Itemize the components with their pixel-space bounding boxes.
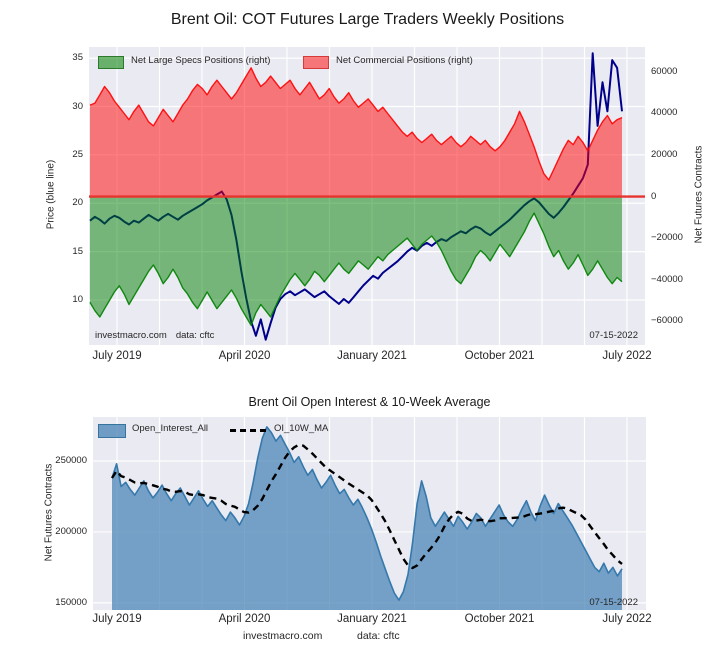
ma-line-legend-sample — [230, 429, 266, 432]
y-tick-label: 20 — [72, 197, 83, 209]
x-tick-label: January 2021 — [337, 613, 407, 625]
y-tick-label: 0 — [651, 190, 657, 202]
top-chart-left-axis-label: Price (blue line) — [45, 159, 57, 230]
y-tick-label: 30 — [72, 100, 83, 112]
top-chart-right-axis-label: Net Futures Contracts — [693, 145, 705, 244]
top-chart-date-label: 07-15-2022 — [589, 330, 638, 341]
x-tick-label: January 2021 — [337, 350, 407, 362]
y-tick-label: 20000 — [651, 148, 678, 160]
y-tick-label: 60000 — [651, 65, 678, 77]
bottom-chart-date-label: 07-15-2022 — [589, 597, 638, 608]
y-tick-label: −60000 — [651, 315, 683, 327]
ma-legend-label: OI_10W_MA — [274, 423, 329, 434]
y-tick-label: 15 — [72, 245, 83, 257]
specs-legend-label: Net Large Specs Positions (right) — [131, 55, 271, 66]
specs-legend-swatch — [98, 56, 124, 69]
footer-site: investmacro.com — [243, 630, 323, 642]
top-chart-title: Brent Oil: COT Futures Large Traders Wee… — [170, 11, 565, 28]
y-tick-label: 35 — [72, 52, 83, 64]
y-tick-label: 25 — [72, 148, 83, 160]
y-tick-label: 40000 — [651, 107, 678, 119]
x-tick-label: April 2020 — [218, 350, 271, 362]
y-tick-label: 200000 — [55, 525, 87, 537]
open-interest-legend-label: Open_Interest_All — [132, 423, 209, 434]
x-tick-label: July 2019 — [92, 350, 142, 362]
watermark-site: investmacro.com — [95, 330, 167, 341]
x-tick-label: July 2019 — [92, 613, 142, 625]
y-tick-label: 10 — [72, 294, 83, 305]
x-tick-label: July 2022 — [602, 350, 652, 362]
x-tick-label: October 2021 — [464, 350, 535, 362]
y-tick-label: −20000 — [651, 232, 683, 244]
y-tick-label: −40000 — [651, 273, 683, 285]
commercials-legend-swatch — [303, 56, 329, 69]
x-tick-label: October 2021 — [464, 613, 535, 625]
x-tick-label: July 2022 — [602, 613, 652, 625]
watermark-source: data: cftc — [175, 330, 215, 341]
footer-source: data: cftc — [357, 630, 400, 642]
x-tick-label: April 2020 — [218, 613, 271, 625]
y-tick-label: 150000 — [55, 596, 87, 608]
watermark: investmacro.com data: cftc — [95, 330, 223, 341]
commercials-legend-label: Net Commercial Positions (right) — [336, 55, 473, 66]
open-interest-legend-swatch — [98, 424, 126, 438]
bottom-chart-title: Brent Oil Open Interest & 10-Week Averag… — [248, 395, 491, 409]
y-tick-label: 250000 — [55, 454, 87, 466]
